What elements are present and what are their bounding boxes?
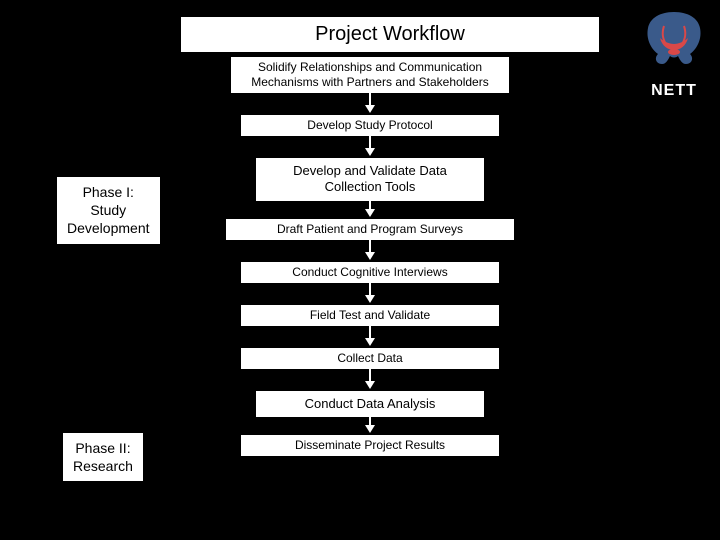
step-line: Collection Tools — [325, 179, 416, 194]
step-solidify: Solidify Relationships and Communication… — [230, 56, 510, 94]
step-protocol: Develop Study Protocol — [240, 114, 500, 137]
step-collect: Collect Data — [240, 347, 500, 370]
step-cognitive: Conduct Cognitive Interviews — [240, 261, 500, 284]
step-draft-surveys: Draft Patient and Program Surveys — [225, 218, 515, 241]
step-develop-tools: Develop and Validate Data Collection Too… — [255, 157, 485, 202]
phase-2-label: Phase II: Research — [62, 432, 144, 482]
page-title: Project Workflow — [180, 16, 600, 53]
step-analysis: Conduct Data Analysis — [255, 390, 485, 418]
step-disseminate: Disseminate Project Results — [240, 434, 500, 457]
step-field-test: Field Test and Validate — [240, 304, 500, 327]
phase-line: Study — [90, 202, 126, 218]
brain-icon — [640, 8, 708, 70]
phase-line: Phase I: — [83, 184, 134, 200]
nett-logo: NETT — [636, 8, 712, 100]
step-line: Develop and Validate Data — [293, 163, 447, 178]
phase-1-label: Phase I: Study Development — [56, 176, 161, 245]
logo-text: NETT — [651, 82, 697, 100]
workflow-diagram: Solidify Relationships and Communication… — [30, 56, 620, 457]
phase-line: Phase II: — [75, 440, 130, 456]
phase-line: Development — [67, 220, 150, 236]
phase-line: Research — [73, 458, 133, 474]
